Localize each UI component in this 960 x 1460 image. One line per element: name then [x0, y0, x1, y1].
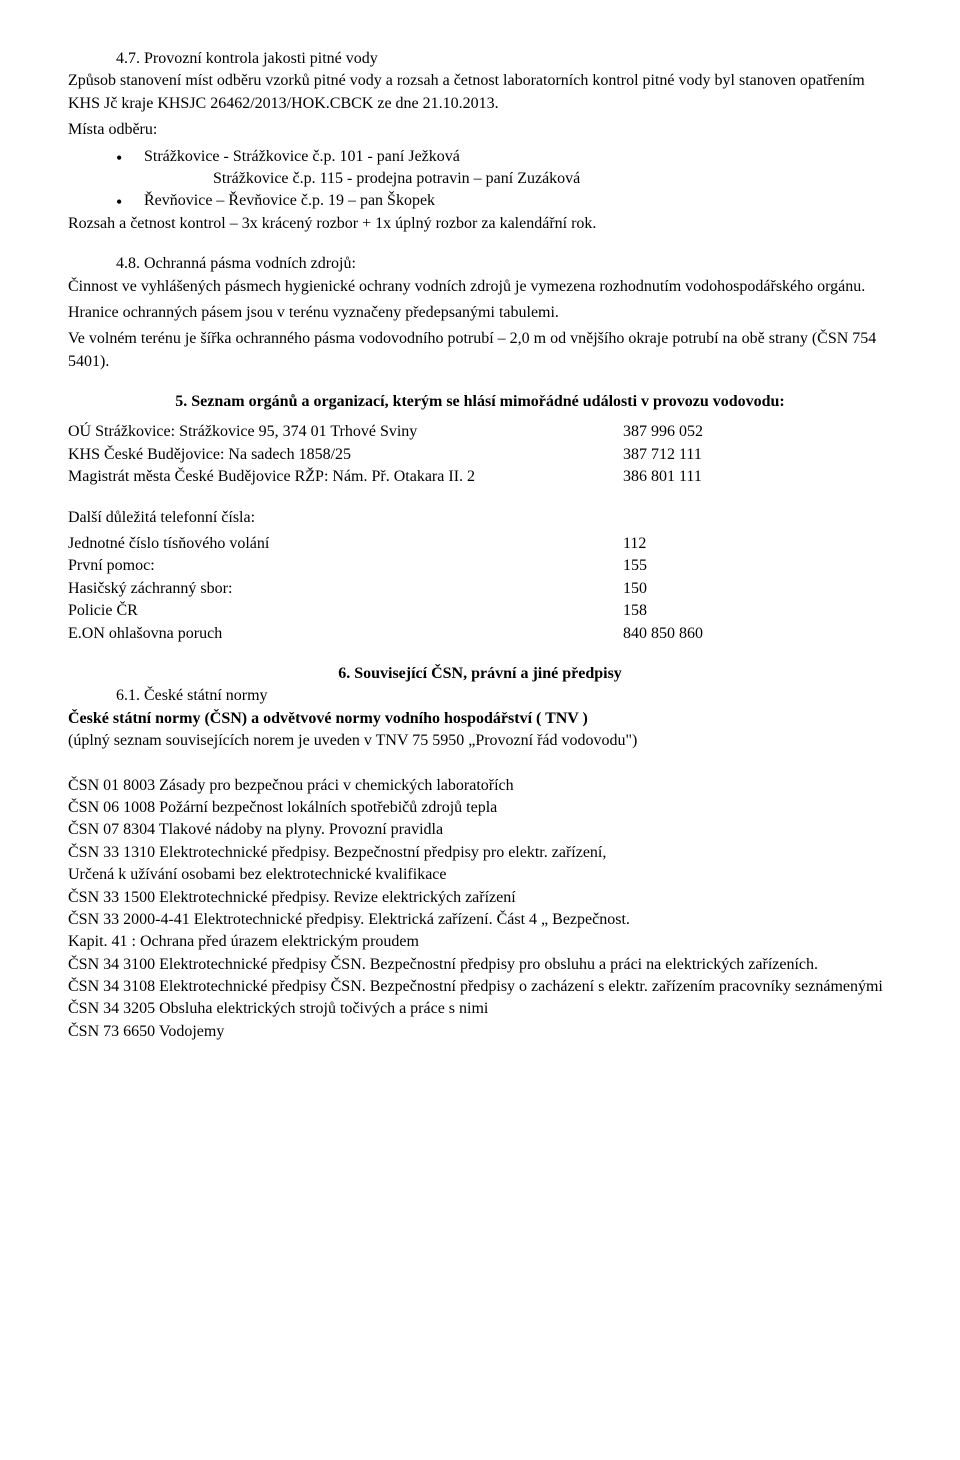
contact-label: Policie ČR	[68, 600, 623, 622]
contact-row: Jednotné číslo tísňového volání 112	[68, 533, 892, 555]
contact-value: 386 801 111	[623, 466, 702, 488]
section-5-heading: 5. Seznam orgánů a organizací, kterým se…	[68, 391, 892, 413]
text-paragraph: Hranice ochranných pásem jsou v terénu v…	[68, 302, 892, 324]
text-paragraph: Ve volném terénu je šířka ochranného pás…	[68, 328, 892, 373]
contact-list: OÚ Strážkovice: Strážkovice 95, 374 01 T…	[68, 421, 892, 488]
contact-label: Magistrát města České Budějovice RŽP: Ná…	[68, 466, 623, 488]
text-paragraph: Způsob stanovení míst odběru vzorků pitn…	[68, 70, 892, 115]
text-line: ČSN 73 6650 Vodojemy	[68, 1021, 892, 1043]
section-6-heading: 6. Související ČSN, právní a jiné předpi…	[68, 663, 892, 685]
contact-row: Policie ČR 158	[68, 600, 892, 622]
text-line: ČSN 34 3108 Elektrotechnické předpisy ČS…	[68, 976, 892, 998]
text-line: ČSN 07 8304 Tlakové nádoby na plyny. Pro…	[68, 819, 892, 841]
section-5: 5. Seznam orgánů a organizací, kterým se…	[68, 391, 892, 645]
text-line: ČSN 33 2000-4-41 Elektrotechnické předpi…	[68, 909, 892, 931]
text-bold: České státní normy (ČSN) a odvětvové nor…	[68, 708, 892, 730]
list-item: Řevňovice – Řevňovice č.p. 19 – pan Škop…	[116, 190, 892, 212]
section-4-7-heading: 4.7. Provozní kontrola jakosti pitné vod…	[68, 48, 892, 70]
bullet-list: Řevňovice – Řevňovice č.p. 19 – pan Škop…	[68, 190, 892, 212]
contact-row: První pomoc: 155	[68, 555, 892, 577]
text-paragraph: Místa odběru:	[68, 119, 892, 141]
contact-row: KHS České Budějovice: Na sadech 1858/25 …	[68, 444, 892, 466]
contact-value: 387 996 052	[623, 421, 703, 443]
bullet-list: Strážkovice - Strážkovice č.p. 101 - pan…	[68, 146, 892, 168]
section-4-7: 4.7. Provozní kontrola jakosti pitné vod…	[68, 48, 892, 235]
contact-row: OÚ Strážkovice: Strážkovice 95, 374 01 T…	[68, 421, 892, 443]
contact-label: První pomoc:	[68, 555, 623, 577]
text-line: Kapit. 41 : Ochrana před úrazem elektric…	[68, 931, 892, 953]
text-line: ČSN 01 8003 Zásady pro bezpečnou práci v…	[68, 775, 892, 797]
contact-list: Jednotné číslo tísňového volání 112 Prvn…	[68, 533, 892, 645]
text-line: ČSN 33 1500 Elektrotechnické předpisy. R…	[68, 887, 892, 909]
text-line: ČSN 34 3100 Elektrotechnické předpisy ČS…	[68, 954, 892, 976]
contact-row: Hasičský záchranný sbor: 150	[68, 578, 892, 600]
contact-row: Magistrát města České Budějovice RŽP: Ná…	[68, 466, 892, 488]
text-line: Určená k užívání osobami bez elektrotech…	[68, 864, 892, 886]
contact-label: E.ON ohlašovna poruch	[68, 623, 623, 645]
text-line: ČSN 34 3205 Obsluha elektrických strojů …	[68, 998, 892, 1020]
contact-label: Jednotné číslo tísňového volání	[68, 533, 623, 555]
text-paragraph: Další důležitá telefonní čísla:	[68, 507, 892, 529]
contact-value: 155	[623, 555, 647, 577]
text-line: ČSN 06 1008 Požární bezpečnost lokálních…	[68, 797, 892, 819]
text-paragraph: (úplný seznam souvisejících norem je uve…	[68, 730, 892, 752]
contact-label: OÚ Strážkovice: Strážkovice 95, 374 01 T…	[68, 421, 623, 443]
contact-value: 158	[623, 600, 647, 622]
contact-label: KHS České Budějovice: Na sadech 1858/25	[68, 444, 623, 466]
list-item: Strážkovice - Strážkovice č.p. 101 - pan…	[116, 146, 892, 168]
contact-value: 150	[623, 578, 647, 600]
contact-value: 112	[623, 533, 646, 555]
contact-row: E.ON ohlašovna poruch 840 850 860	[68, 623, 892, 645]
text-paragraph: Rozsah a četnost kontrol – 3x krácený ro…	[68, 213, 892, 235]
contact-value: 387 712 111	[623, 444, 702, 466]
text-paragraph: Činnost ve vyhlášených pásmech hygienick…	[68, 276, 892, 298]
text-line: Strážkovice č.p. 115 - prodejna potravin…	[68, 168, 892, 190]
contact-value: 840 850 860	[623, 623, 703, 645]
contact-label: Hasičský záchranný sbor:	[68, 578, 623, 600]
section-4-8: 4.8. Ochranná pásma vodních zdrojů: Činn…	[68, 253, 892, 373]
text-line: ČSN 33 1310 Elektrotechnické předpisy. B…	[68, 842, 892, 864]
section-4-8-heading: 4.8. Ochranná pásma vodních zdrojů:	[68, 253, 892, 275]
section-6: 6. Související ČSN, právní a jiné předpi…	[68, 663, 892, 1043]
section-6-1-heading: 6.1. České státní normy	[68, 685, 892, 707]
